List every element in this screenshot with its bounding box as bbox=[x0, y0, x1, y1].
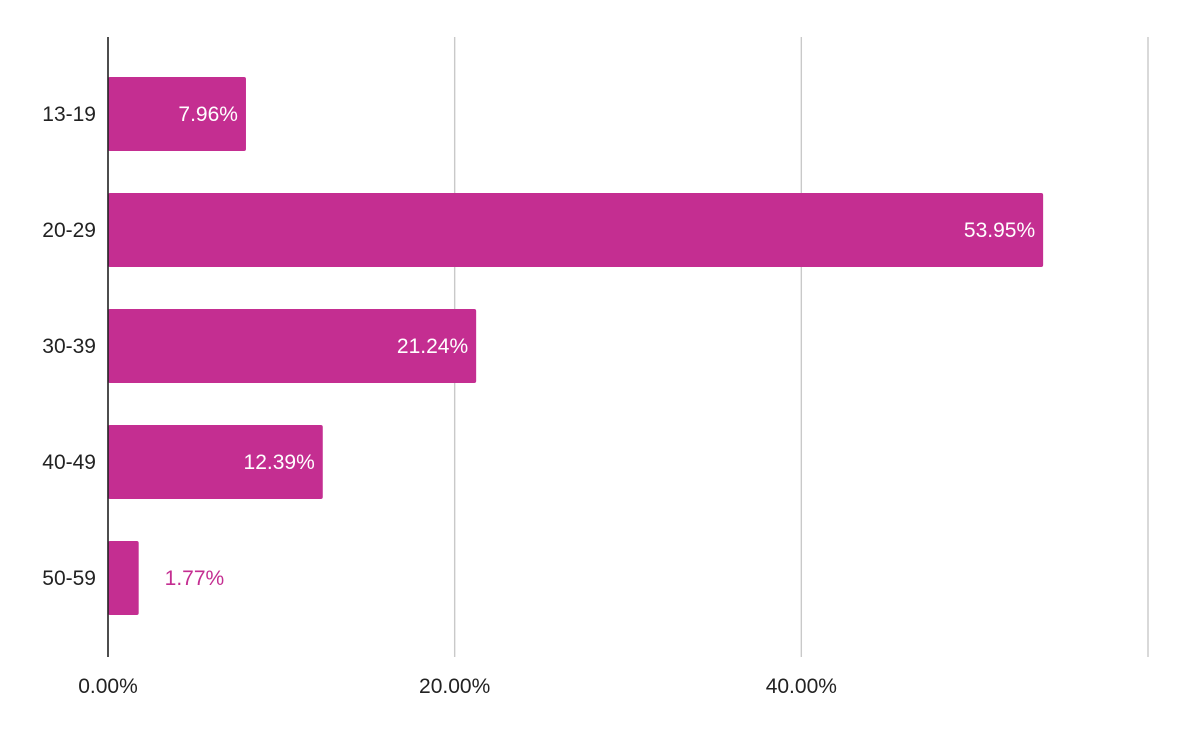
bar-20-29 bbox=[108, 193, 1044, 267]
category-label: 13-19 bbox=[42, 103, 96, 126]
data-label: 7.96% bbox=[178, 103, 238, 126]
category-label: 30-39 bbox=[42, 335, 96, 358]
labels: 0.00% 20.00% 40.00% 13-19 7.96% 20-29 53.95% 30… bbox=[42, 103, 1035, 698]
category-label: 40-49 bbox=[42, 451, 96, 474]
category-label: 50-59 bbox=[42, 567, 96, 590]
x-tick-label: 0.00% bbox=[78, 675, 138, 698]
data-label: 1.77% bbox=[165, 567, 225, 590]
x-tick-label: 20.00% bbox=[419, 675, 490, 698]
bar-30-39 bbox=[108, 309, 477, 383]
bars bbox=[108, 77, 1044, 615]
x-tick-label: 40.00% bbox=[766, 675, 837, 698]
gridlines bbox=[453, 37, 1149, 657]
data-label: 53.95% bbox=[964, 219, 1035, 242]
data-label: 21.24% bbox=[397, 335, 468, 358]
data-label: 12.39% bbox=[244, 451, 315, 474]
bar-13-19 bbox=[108, 77, 246, 151]
bar-50-59 bbox=[108, 541, 139, 615]
bar-40-49 bbox=[108, 425, 323, 499]
category-label: 20-29 bbox=[42, 219, 96, 242]
